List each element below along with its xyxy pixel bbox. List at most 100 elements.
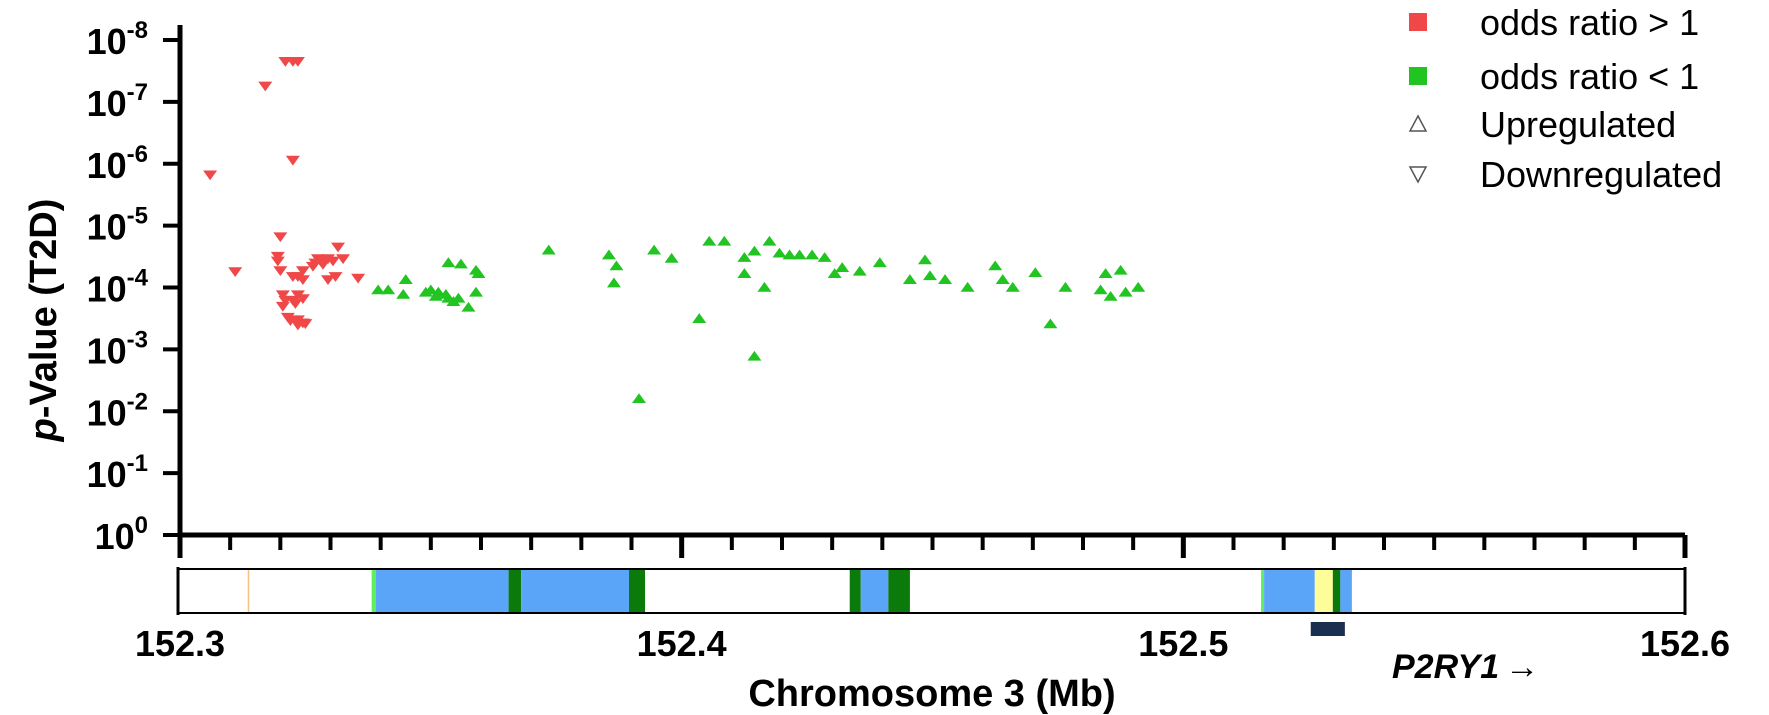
legend-triangle-down: [1408, 166, 1428, 184]
track-segments: [247, 570, 1352, 612]
y-tick-base: 10: [87, 392, 127, 433]
point-downregulated: [258, 81, 273, 92]
y-tick-label: 10-2: [87, 388, 148, 433]
point-upregulated: [647, 244, 662, 255]
point-downregulated: [275, 301, 290, 312]
legend-label: odds ratio > 1: [1480, 2, 1699, 43]
point-downregulated: [288, 299, 303, 309]
y-tick-label: 100: [95, 512, 148, 557]
point-upregulated: [835, 262, 850, 272]
point-downregulated: [273, 266, 288, 277]
point-downregulated: [273, 232, 288, 243]
point-upregulated: [471, 268, 486, 278]
track-segment: [628, 570, 646, 612]
point-upregulated: [1118, 286, 1133, 297]
point-upregulated: [792, 249, 807, 260]
point-downregulated: [320, 275, 335, 286]
y-tick-exponent: -5: [127, 203, 148, 230]
legend-swatch: [1409, 13, 1427, 31]
y-tick-label: 10-4: [87, 265, 149, 310]
point-upregulated: [1043, 318, 1058, 329]
y-axis-label-prefix: p: [23, 418, 65, 442]
y-tick-base: 10: [87, 269, 127, 310]
point-upregulated: [601, 249, 616, 260]
point-upregulated: [922, 270, 937, 281]
legend-swatch: [1409, 67, 1427, 85]
point-upregulated: [702, 235, 717, 246]
x-tick-group: [177, 535, 1688, 558]
y-tick-label: 10-7: [87, 79, 148, 124]
y-tick-exponent: -3: [127, 326, 148, 353]
point-upregulated: [917, 254, 932, 265]
x-tick-labels: 152.3 152.4 152.5 152.6: [135, 623, 1730, 664]
track-segment: [508, 570, 522, 612]
point-upregulated: [396, 288, 411, 299]
y-tick-base: 10: [87, 207, 127, 248]
track-segment: [1332, 570, 1341, 612]
legend-label: Downregulated: [1480, 154, 1722, 195]
x-tick-label: 152.4: [637, 623, 727, 664]
point-downregulated: [336, 254, 351, 265]
x-tick-label: 152.6: [1640, 623, 1730, 664]
legend-label: Upregulated: [1480, 104, 1676, 145]
point-upregulated: [988, 260, 1003, 271]
y-tick-base: 10: [87, 330, 127, 371]
y-tick-base: 10: [87, 454, 127, 495]
point-upregulated: [1131, 281, 1146, 292]
point-upregulated: [632, 393, 647, 404]
point-upregulated: [737, 268, 752, 278]
y-tick-label: 10-5: [87, 203, 148, 248]
y-tick-label: 10-1: [87, 450, 148, 495]
point-upregulated: [995, 274, 1010, 284]
point-downregulated: [295, 275, 310, 286]
y-tick-exponent: -7: [127, 79, 148, 106]
point-upregulated: [1098, 268, 1113, 278]
point-upregulated: [692, 313, 707, 323]
track-segment: [375, 570, 509, 612]
data-points: [203, 56, 1146, 404]
point-upregulated: [960, 281, 975, 292]
point-upregulated: [1113, 264, 1128, 275]
point-upregulated: [717, 235, 732, 246]
point-upregulated: [609, 260, 624, 271]
point-downregulated: [275, 290, 290, 301]
point-upregulated: [381, 284, 396, 295]
y-tick-exponent: -1: [127, 450, 148, 477]
y-axis-label: p-Value (T2D): [23, 199, 65, 443]
point-upregulated: [461, 301, 476, 312]
point-upregulated: [423, 284, 438, 295]
point-downregulated: [326, 256, 341, 267]
track-segment: [849, 570, 861, 612]
point-upregulated: [468, 286, 483, 297]
y-tick-exponent: -8: [127, 17, 148, 44]
y-tick-base: 10: [95, 516, 135, 557]
x-tick-label: 152.5: [1138, 623, 1228, 664]
point-downregulated: [285, 155, 300, 166]
y-tick-label: 10-8: [87, 17, 148, 62]
track-segment: [1314, 570, 1333, 612]
point-upregulated: [762, 235, 777, 246]
point-downregulated: [203, 170, 218, 181]
point-upregulated: [782, 249, 797, 260]
gene-label: P2RY1 →: [1392, 648, 1539, 686]
point-downregulated: [295, 266, 310, 277]
point-upregulated: [737, 252, 752, 262]
legend-label: odds ratio < 1: [1480, 56, 1699, 97]
point-upregulated: [371, 284, 386, 295]
track-segment: [860, 570, 889, 612]
annotation-track: [176, 567, 1687, 615]
point-upregulated: [747, 245, 762, 256]
y-tick-exponent: 0: [135, 512, 148, 539]
point-downregulated: [228, 267, 243, 278]
y-axis-label-rest: -Value (T2D): [23, 199, 65, 419]
point-upregulated: [747, 350, 762, 361]
point-upregulated: [827, 268, 842, 278]
point-upregulated: [817, 252, 832, 262]
point-upregulated: [1028, 267, 1043, 278]
legend: odds ratio > 1 odds ratio < 1 Upregulated D…: [1408, 2, 1722, 195]
y-tick-label: 10-3: [87, 326, 148, 371]
point-upregulated: [446, 296, 461, 306]
gene-bar: [1310, 622, 1345, 636]
point-upregulated: [606, 277, 621, 288]
y-tick-exponent: -6: [127, 141, 148, 168]
